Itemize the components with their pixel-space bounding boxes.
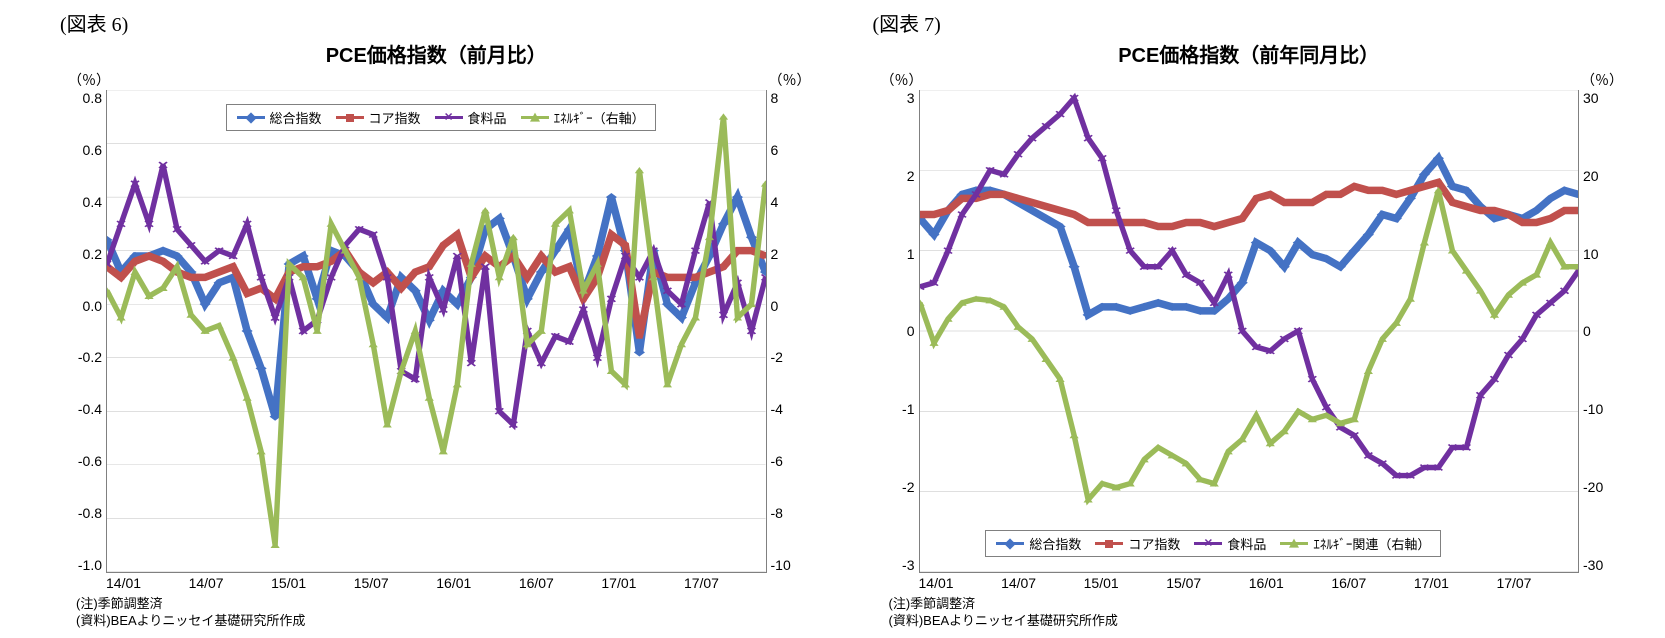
figure-7-label: (図表 7) xyxy=(873,8,1626,37)
figure-7-x-axis: 14/0114/0715/0115/0716/0116/0717/0117/07 xyxy=(873,575,1626,591)
figure-7-y-axis-right: 3020100-10-20-30 xyxy=(1579,90,1625,573)
figure-6-left-unit: （％） xyxy=(68,70,110,90)
figure-6-note2: (資料)BEAよりニッセイ基礎研究所作成 xyxy=(76,612,813,630)
figure-7-y-axis-left: 3210-1-2-3 xyxy=(873,90,919,573)
figure-6-y-axis-right: 86420-2-4-6-8-10 xyxy=(767,90,813,573)
figure-7-right-unit: （％） xyxy=(1581,70,1623,90)
figure-6-label: (図表 6) xyxy=(60,8,813,37)
figure-7-panel: (図表 7) PCE価格指数（前年同月比） （％） （％） 3210-1-2-3… xyxy=(873,8,1626,630)
figure-7-note2: (資料)BEAよりニッセイ基礎研究所作成 xyxy=(889,612,1626,630)
figure-6-note1: (注)季節調整済 xyxy=(76,595,813,613)
figure-6-panel: (図表 6) PCE価格指数（前月比） （％） （％） 0.80.60.40.2… xyxy=(60,8,813,630)
figure-7-notes: (注)季節調整済 (資料)BEAよりニッセイ基礎研究所作成 xyxy=(873,595,1626,630)
figure-6-plot-wrap: 0.80.60.40.20.0-0.2-0.4-0.6-0.8-1.0 総合指数… xyxy=(60,90,813,573)
figure-6-legend: 総合指数コア指数✕食料品ｴﾈﾙｷﾞｰ（右軸） xyxy=(226,104,656,131)
figure-6-title: PCE価格指数（前月比） xyxy=(60,39,813,68)
figure-7-units: （％） （％） xyxy=(873,70,1626,90)
figure-7-left-unit: （％） xyxy=(881,70,923,90)
figure-7-plot-wrap: 3210-1-2-3 総合指数コア指数✕食料品ｴﾈﾙｷﾞｰ関連（右軸） 3020… xyxy=(873,90,1626,573)
figure-6-notes: (注)季節調整済 (資料)BEAよりニッセイ基礎研究所作成 xyxy=(60,595,813,630)
figure-7-legend: 総合指数コア指数✕食料品ｴﾈﾙｷﾞｰ関連（右軸） xyxy=(985,530,1441,557)
figure-6-x-axis: 14/0114/0715/0115/0716/0116/0717/0117/07 xyxy=(60,575,813,591)
figure-6-right-unit: （％） xyxy=(769,70,811,90)
figure-7-title: PCE価格指数（前年同月比） xyxy=(873,39,1626,68)
figure-6-y-axis-left: 0.80.60.40.20.0-0.2-0.4-0.6-0.8-1.0 xyxy=(60,90,106,573)
figure-7-plot: 総合指数コア指数✕食料品ｴﾈﾙｷﾞｰ関連（右軸） xyxy=(919,90,1580,573)
figure-7-note1: (注)季節調整済 xyxy=(889,595,1626,613)
figure-6-units: （％） （％） xyxy=(60,70,813,90)
figure-6-plot: 総合指数コア指数✕食料品ｴﾈﾙｷﾞｰ（右軸） xyxy=(106,90,767,573)
